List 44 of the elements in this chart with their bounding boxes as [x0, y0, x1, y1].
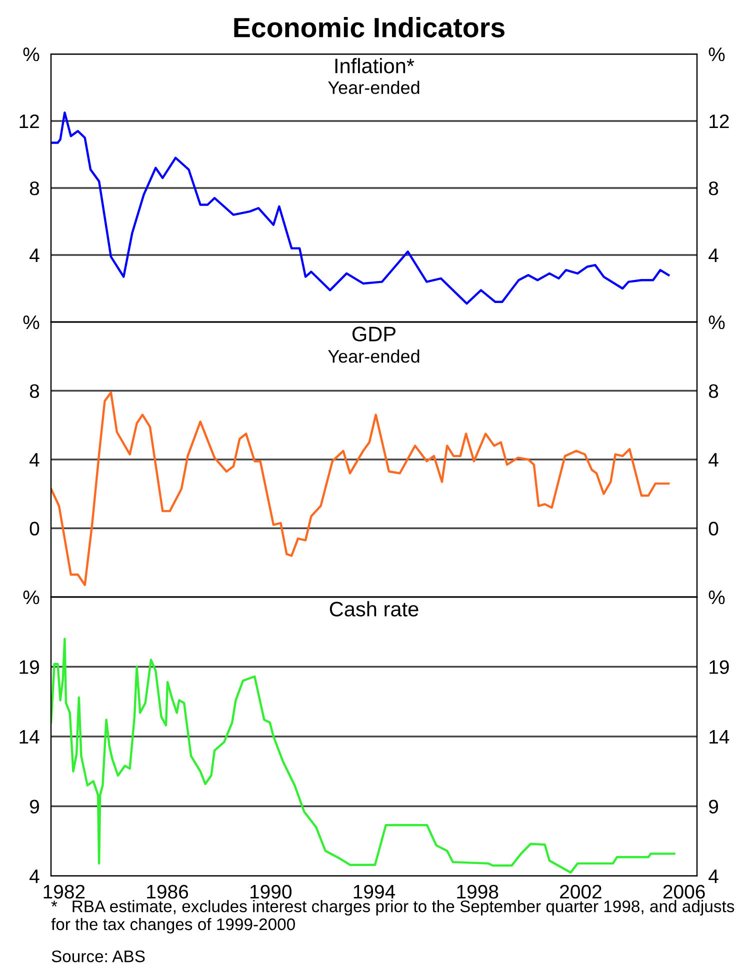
y2-tick-label: % — [708, 316, 725, 330]
y2-tick-label: % — [708, 48, 725, 62]
y-tick-label: % — [23, 48, 40, 62]
y-tick-label: 19 — [20, 660, 39, 674]
text: * RBA estimate, excludes interest charges prior to the September quarter 1998, and adjusts for the tax changes of 1999-2000 — [51, 900, 734, 934]
text: Year-ended — [328, 350, 420, 363]
y-tick-label: 4 — [30, 870, 40, 884]
x-tick-label: 1990 — [250, 884, 292, 899]
y2-tick-label: 8 — [708, 384, 718, 398]
source-note: Source: ABS — [52, 950, 145, 962]
chart-title: GDP — [352, 326, 396, 342]
y2-tick-label: 8 — [708, 181, 718, 196]
x-tick-label: 2002 — [560, 884, 602, 899]
x-tick-label: 1982 — [44, 884, 85, 899]
x-tick-label: 2006 — [663, 884, 705, 899]
text: Economic Indicators — [234, 17, 504, 38]
y-tick-label: 12 — [20, 114, 39, 128]
y2-tick-label: 14 — [710, 730, 730, 744]
y-tick-label: 0 — [30, 522, 40, 536]
y2-tick-label: 12 — [710, 114, 729, 128]
line-series — [51, 391, 670, 586]
x-tick-label: 1986 — [147, 884, 188, 899]
x-tick-label: 1998 — [457, 884, 498, 899]
y2-tick-label: 4 — [708, 453, 718, 467]
y-tick-label: % — [23, 316, 40, 330]
y2-tick-label: 4 — [708, 870, 718, 884]
y-tick-label: 8 — [30, 384, 40, 398]
y-tick-label: 14 — [20, 730, 40, 744]
y2-tick-label: 9 — [709, 800, 718, 814]
y2-tick-label: % — [708, 590, 725, 604]
y-tick-label: 8 — [30, 181, 40, 196]
chart-title: Inflation* — [335, 58, 414, 74]
y-tick-label: 4 — [30, 248, 40, 262]
y2-tick-label: 0 — [708, 522, 718, 536]
y-tick-label: 9 — [30, 800, 39, 814]
text: Year-ended — [328, 80, 420, 94]
y-tick-label: 4 — [30, 453, 40, 467]
y-tick-label: % — [23, 590, 40, 604]
y2-tick-label: 4 — [708, 248, 718, 262]
chart-title: Cash rate — [330, 601, 418, 616]
y2-tick-label: 19 — [710, 660, 729, 674]
line-series — [51, 112, 670, 305]
x-tick-label: 1994 — [354, 884, 396, 899]
line-series — [51, 638, 676, 874]
